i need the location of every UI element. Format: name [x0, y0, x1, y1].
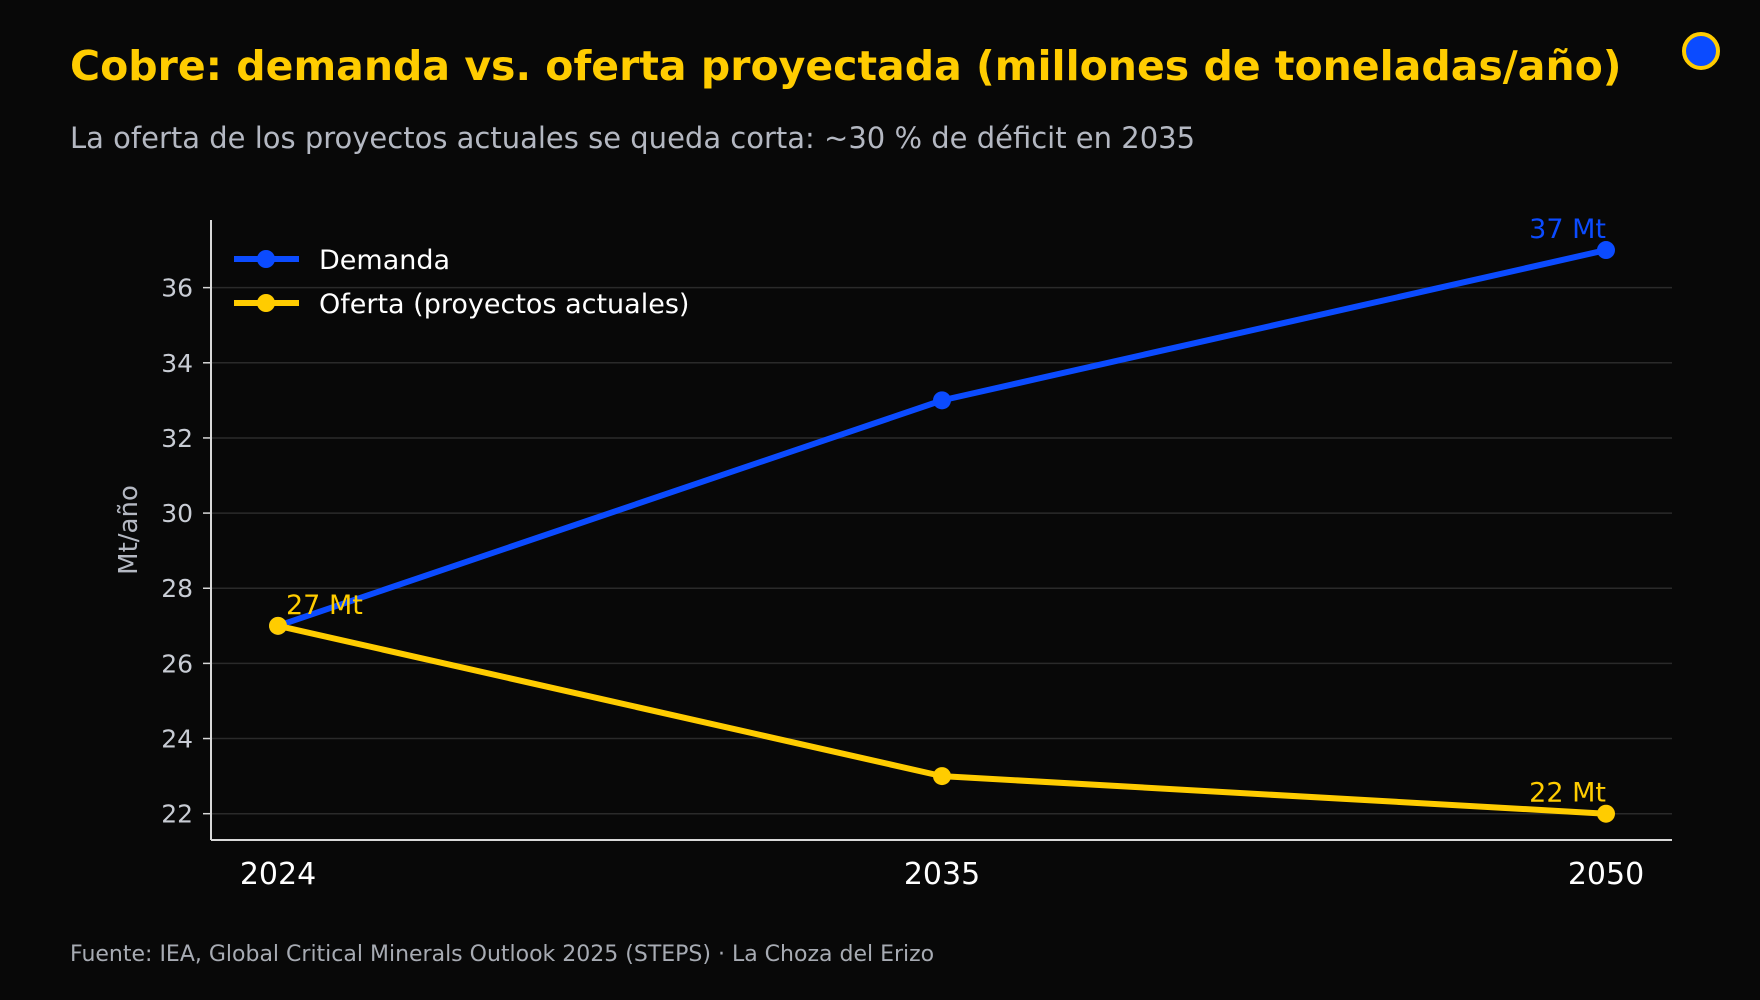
data-label: 27 Mt [286, 590, 363, 621]
data-point [1597, 804, 1615, 823]
logo-circle-icon [1682, 32, 1720, 70]
axes [203, 220, 1672, 841]
source-footer: Fuente: IEA, Global Critical Minerals Ou… [70, 942, 935, 967]
x-tick-label: 2035 [904, 857, 980, 892]
tick-labels: 22 24 26 28 30 32 34 36 2024 2035 2050 [161, 274, 1644, 892]
x-tick-label: 2024 [240, 857, 316, 892]
y-axis-label: Mt/año [114, 485, 144, 575]
data-label: 37 Mt [1529, 214, 1606, 245]
legend-swatch-marker [257, 294, 275, 312]
data-label: 22 Mt [1529, 778, 1606, 809]
data-point [933, 767, 951, 786]
series-line-oferta [275, 622, 1609, 817]
data-point [1597, 241, 1615, 260]
legend-swatch-marker [257, 250, 275, 268]
legend-entry-label: Oferta (proyectos actuales) [319, 289, 689, 320]
x-tick-label: 2050 [1568, 857, 1644, 892]
data-point [933, 391, 951, 410]
y-tick-label: 24 [161, 725, 193, 754]
grid-lines [211, 286, 1672, 815]
chart-subtitle: La oferta de los proyectos actuales se q… [70, 121, 1196, 155]
y-tick-label: 22 [161, 800, 193, 829]
y-tick-label: 34 [161, 349, 193, 378]
chart-title: Cobre: demanda vs. oferta proyectada (mi… [70, 42, 1622, 90]
y-tick-label: 36 [161, 274, 193, 303]
y-tick-label: 32 [161, 424, 193, 453]
annotations: 37 Mt 27 Mt 22 Mt [286, 214, 1606, 809]
series-lines [269, 241, 1615, 823]
data-point [269, 616, 287, 635]
y-tick-label: 26 [161, 649, 193, 678]
y-tick-label: 28 [161, 574, 193, 603]
legend-entry-label: Demanda [319, 245, 450, 276]
y-tick-label: 30 [161, 499, 193, 528]
legend: Demanda Oferta (proyectos actuales) [234, 245, 689, 320]
